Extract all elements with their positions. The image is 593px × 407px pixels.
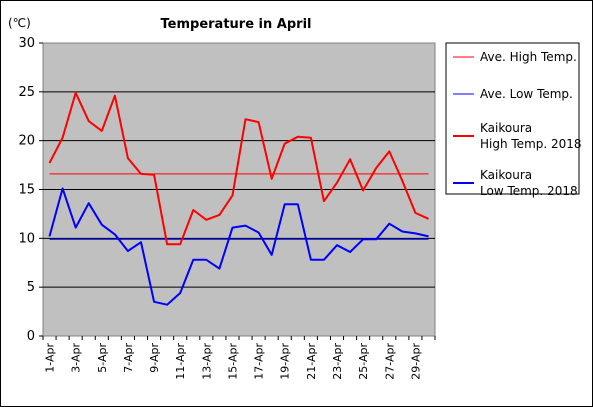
legend: Ave. High Temp. Ave. Low Temp. Kaikoura Hig… [453, 50, 582, 198]
y-tick-label: 15 [18, 183, 35, 198]
series-line-3 [48, 91, 429, 246]
y-tick-label: 10 [18, 231, 35, 246]
x-tick-label: 23-Apr [331, 343, 344, 380]
legend-label: Ave. High Temp. [480, 50, 577, 64]
legend-box [445, 42, 580, 195]
x-tick-label: 21-Apr [305, 343, 318, 380]
y-tick-label: 25 [18, 85, 35, 100]
x-tick-label: 25-Apr [357, 343, 370, 380]
x-tick-label: 5-Apr [96, 343, 109, 373]
legend-label: Kaikoura [480, 121, 532, 135]
y-tick-label: 30 [18, 36, 35, 51]
grid-lines [43, 91, 435, 288]
legend-label: Low Temp. 2018 [480, 184, 578, 198]
chart-title: Temperature in April [161, 17, 312, 32]
x-tick-label: 13-Apr [200, 343, 213, 380]
legend-label: Kaikoura [480, 168, 532, 182]
x-tick-label: 17-Apr [253, 343, 266, 380]
legend-label: Ave. Low Temp. [480, 87, 573, 101]
y-tick-label: 0 [27, 329, 35, 344]
y-unit-label: (℃) [8, 16, 31, 30]
x-tick-label: 19-Apr [279, 343, 292, 380]
x-axis: 1-Apr 3-Apr 5-Apr 7-Apr 9-Apr 11-Apr 13-Apr 15-… [42, 336, 436, 380]
y-axis: 0 5 10 15 20 25 30 [18, 36, 43, 344]
series-lines [48, 91, 429, 306]
x-tick-label: 11-Apr [174, 343, 187, 380]
x-tick-label: 27-Apr [383, 343, 396, 380]
x-tick-label: 1-Apr [44, 343, 57, 373]
x-tick-label: 9-Apr [148, 343, 161, 373]
x-tick-label: 7-Apr [122, 343, 135, 373]
y-tick-label: 5 [27, 280, 35, 295]
legend-label: High Temp. 2018 [480, 137, 582, 151]
x-tick-label: 15-Apr [226, 343, 239, 380]
x-tick-label: 3-Apr [70, 343, 83, 373]
y-tick-label: 20 [18, 134, 35, 149]
x-tick-label: 29-Apr [409, 343, 422, 380]
series-line-4 [48, 187, 429, 306]
